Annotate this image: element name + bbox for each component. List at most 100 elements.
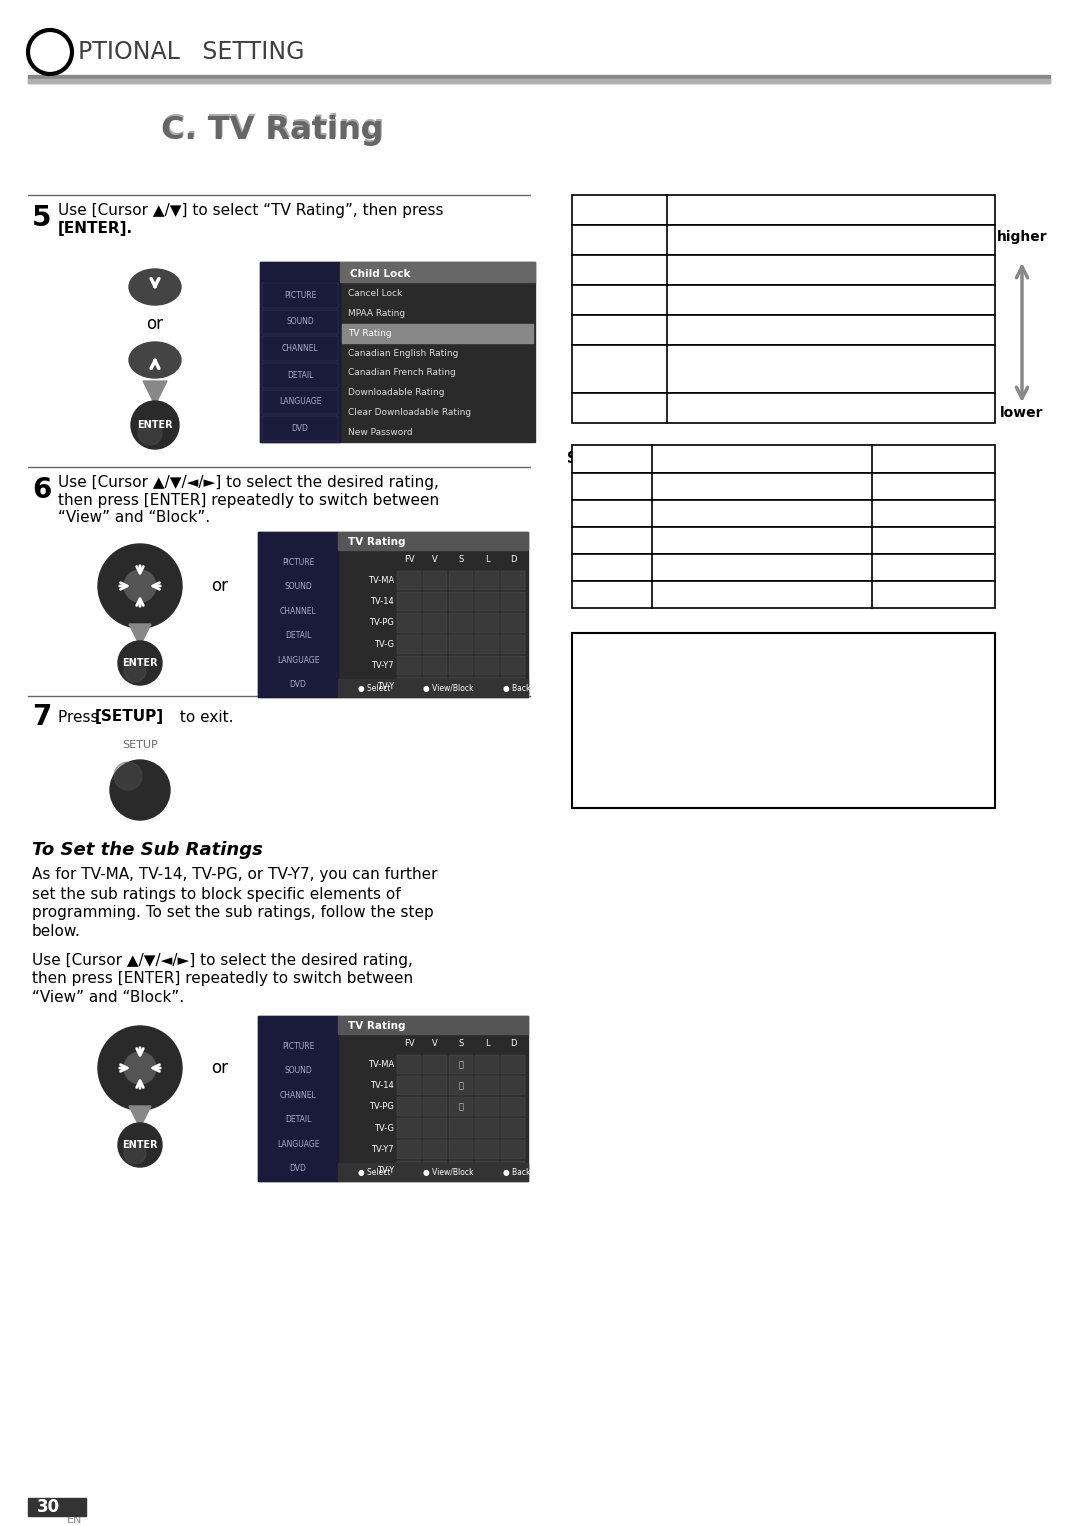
Text: 5: 5 xyxy=(32,204,52,232)
Text: Blocked sub rating will appear beside the main rating: Blocked sub rating will appear beside th… xyxy=(596,668,951,681)
Bar xyxy=(397,613,421,632)
Bar xyxy=(397,1140,421,1158)
Text: Rating: Rating xyxy=(592,203,647,218)
Bar xyxy=(449,571,473,591)
Bar xyxy=(572,224,995,255)
Bar xyxy=(262,310,338,334)
Bar xyxy=(423,678,447,696)
Text: ⚿: ⚿ xyxy=(459,1082,463,1090)
Bar xyxy=(501,1119,525,1138)
Text: S: S xyxy=(458,1039,463,1048)
Bar xyxy=(340,262,535,282)
Bar xyxy=(449,1119,473,1138)
Text: ● Back: ● Back xyxy=(503,684,530,693)
Bar xyxy=(258,533,338,697)
Text: TV Rating: TV Rating xyxy=(348,537,405,546)
Text: DETAIL: DETAIL xyxy=(285,1116,311,1125)
Text: L: L xyxy=(485,555,489,565)
Text: TV-Y: TV-Y xyxy=(578,400,612,415)
Text: TV-Y7: TV-Y7 xyxy=(578,362,623,377)
Text: CHANNEL: CHANNEL xyxy=(280,607,316,617)
Circle shape xyxy=(131,401,179,449)
Polygon shape xyxy=(129,624,151,645)
Bar xyxy=(501,571,525,591)
Circle shape xyxy=(124,571,156,601)
Text: V: V xyxy=(432,1039,437,1048)
Bar xyxy=(501,1054,525,1074)
Text: TV-Y7: TV-Y7 xyxy=(372,661,394,670)
Text: You cannot block a sub rating (D, L, S or V) if the main: You cannot block a sub rating (D, L, S o… xyxy=(596,703,957,717)
Bar xyxy=(572,255,995,285)
Text: D: D xyxy=(510,555,516,565)
Bar xyxy=(397,1161,421,1180)
Bar xyxy=(338,533,528,549)
Text: category in “TV Rating” menu.: category in “TV Rating” menu. xyxy=(596,684,799,696)
Text: TV-PG, TV-14: TV-PG, TV-14 xyxy=(878,588,968,601)
Text: Note:: Note: xyxy=(582,639,633,658)
Text: Rating: Rating xyxy=(906,452,960,467)
Bar xyxy=(260,262,535,443)
Text: C. TV Rating: C. TV Rating xyxy=(162,113,384,143)
Text: MPAA Rating: MPAA Rating xyxy=(348,310,405,317)
Circle shape xyxy=(110,760,170,819)
Text: higher: higher xyxy=(997,230,1048,244)
Bar xyxy=(475,592,499,612)
Text: DVD: DVD xyxy=(289,681,307,690)
Text: then press [ENTER] repeatedly to switch between: then press [ENTER] repeatedly to switch … xyxy=(32,972,414,986)
Text: FV: FV xyxy=(578,479,599,494)
Bar xyxy=(260,262,340,443)
Bar xyxy=(572,581,995,607)
Text: TV-14: TV-14 xyxy=(578,262,624,278)
Text: As for TV-MA, TV-14, TV-PG, or TV-Y7, you can further: As for TV-MA, TV-14, TV-PG, or TV-Y7, yo… xyxy=(32,867,437,882)
Bar xyxy=(397,1054,421,1074)
Text: PICTURE: PICTURE xyxy=(282,557,314,566)
Bar xyxy=(397,592,421,612)
Ellipse shape xyxy=(129,269,181,305)
Bar xyxy=(397,571,421,591)
Text: To Set the Sub Ratings: To Set the Sub Ratings xyxy=(32,841,262,859)
Bar xyxy=(423,1054,447,1074)
Text: C. TV Rating: C. TV Rating xyxy=(161,114,383,145)
Text: ● View/Block: ● View/Block xyxy=(423,1167,473,1177)
Text: LANGUAGE: LANGUAGE xyxy=(279,397,321,406)
Text: New Password: New Password xyxy=(348,427,413,436)
Bar xyxy=(501,1161,525,1180)
Text: FV: FV xyxy=(404,555,415,565)
FancyBboxPatch shape xyxy=(572,633,995,807)
Bar xyxy=(501,592,525,612)
Circle shape xyxy=(114,761,141,790)
Bar xyxy=(572,345,995,394)
Text: TV Rating: TV Rating xyxy=(348,330,392,337)
Bar xyxy=(262,417,338,441)
Text: Sexual Situation: Sexual Situation xyxy=(658,534,771,548)
Text: 30: 30 xyxy=(37,1499,59,1515)
Bar xyxy=(572,314,995,345)
Text: ● View/Block: ● View/Block xyxy=(423,684,473,693)
Text: SETUP: SETUP xyxy=(122,740,158,749)
Bar xyxy=(572,394,995,423)
Polygon shape xyxy=(143,382,167,404)
Bar xyxy=(423,592,447,612)
Text: Violence: Violence xyxy=(658,507,717,520)
Text: [ENTER].: [ENTER]. xyxy=(58,220,133,235)
Text: TV-MA: TV-MA xyxy=(368,1061,394,1070)
Text: SOUND: SOUND xyxy=(284,583,312,591)
Bar xyxy=(338,679,528,697)
Text: ● Select: ● Select xyxy=(357,1167,391,1177)
Text: Parental guidance suggested: Parental guidance suggested xyxy=(673,293,875,307)
Bar xyxy=(475,571,499,591)
Text: Mature audience only: Mature audience only xyxy=(673,233,824,247)
Bar xyxy=(423,656,447,674)
Text: L: L xyxy=(485,1039,489,1048)
Text: TV-14: TV-14 xyxy=(878,534,918,548)
Bar xyxy=(262,282,338,308)
Text: TV-MA: TV-MA xyxy=(368,577,394,584)
Text: V: V xyxy=(432,555,437,565)
Bar xyxy=(501,1097,525,1117)
Text: TV-Y: TV-Y xyxy=(377,682,394,691)
Text: then press [ENTER] repeatedly to switch between: then press [ENTER] repeatedly to switch … xyxy=(58,493,440,508)
Text: •: • xyxy=(586,740,594,754)
Text: Unsuitable for children under 14: Unsuitable for children under 14 xyxy=(673,262,897,278)
Bar xyxy=(475,678,499,696)
Bar xyxy=(262,336,338,362)
